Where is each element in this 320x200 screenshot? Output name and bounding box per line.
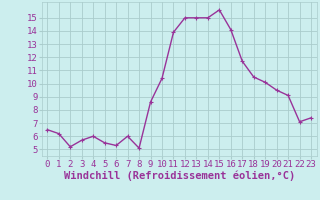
X-axis label: Windchill (Refroidissement éolien,°C): Windchill (Refroidissement éolien,°C) <box>64 171 295 181</box>
